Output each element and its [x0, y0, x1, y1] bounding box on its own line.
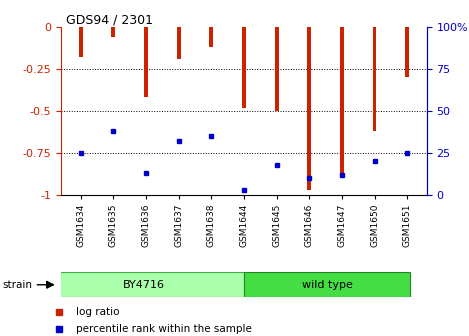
Bar: [111, 27, 115, 37]
Bar: [79, 27, 83, 57]
Bar: [372, 27, 377, 131]
Bar: [242, 27, 246, 108]
Bar: [144, 27, 148, 97]
Text: percentile rank within the sample: percentile rank within the sample: [76, 324, 252, 334]
Text: strain: strain: [2, 280, 32, 290]
Text: wild type: wild type: [302, 280, 353, 290]
Text: GDS94 / 2301: GDS94 / 2301: [66, 13, 153, 27]
Bar: [209, 27, 213, 47]
Text: log ratio: log ratio: [76, 307, 119, 317]
Bar: [307, 27, 311, 190]
Bar: [340, 27, 344, 175]
Bar: [45, 272, 244, 297]
Text: BY4716: BY4716: [123, 280, 165, 290]
Bar: [244, 272, 410, 297]
Bar: [177, 27, 181, 59]
Bar: [405, 27, 409, 77]
Bar: [274, 27, 279, 111]
